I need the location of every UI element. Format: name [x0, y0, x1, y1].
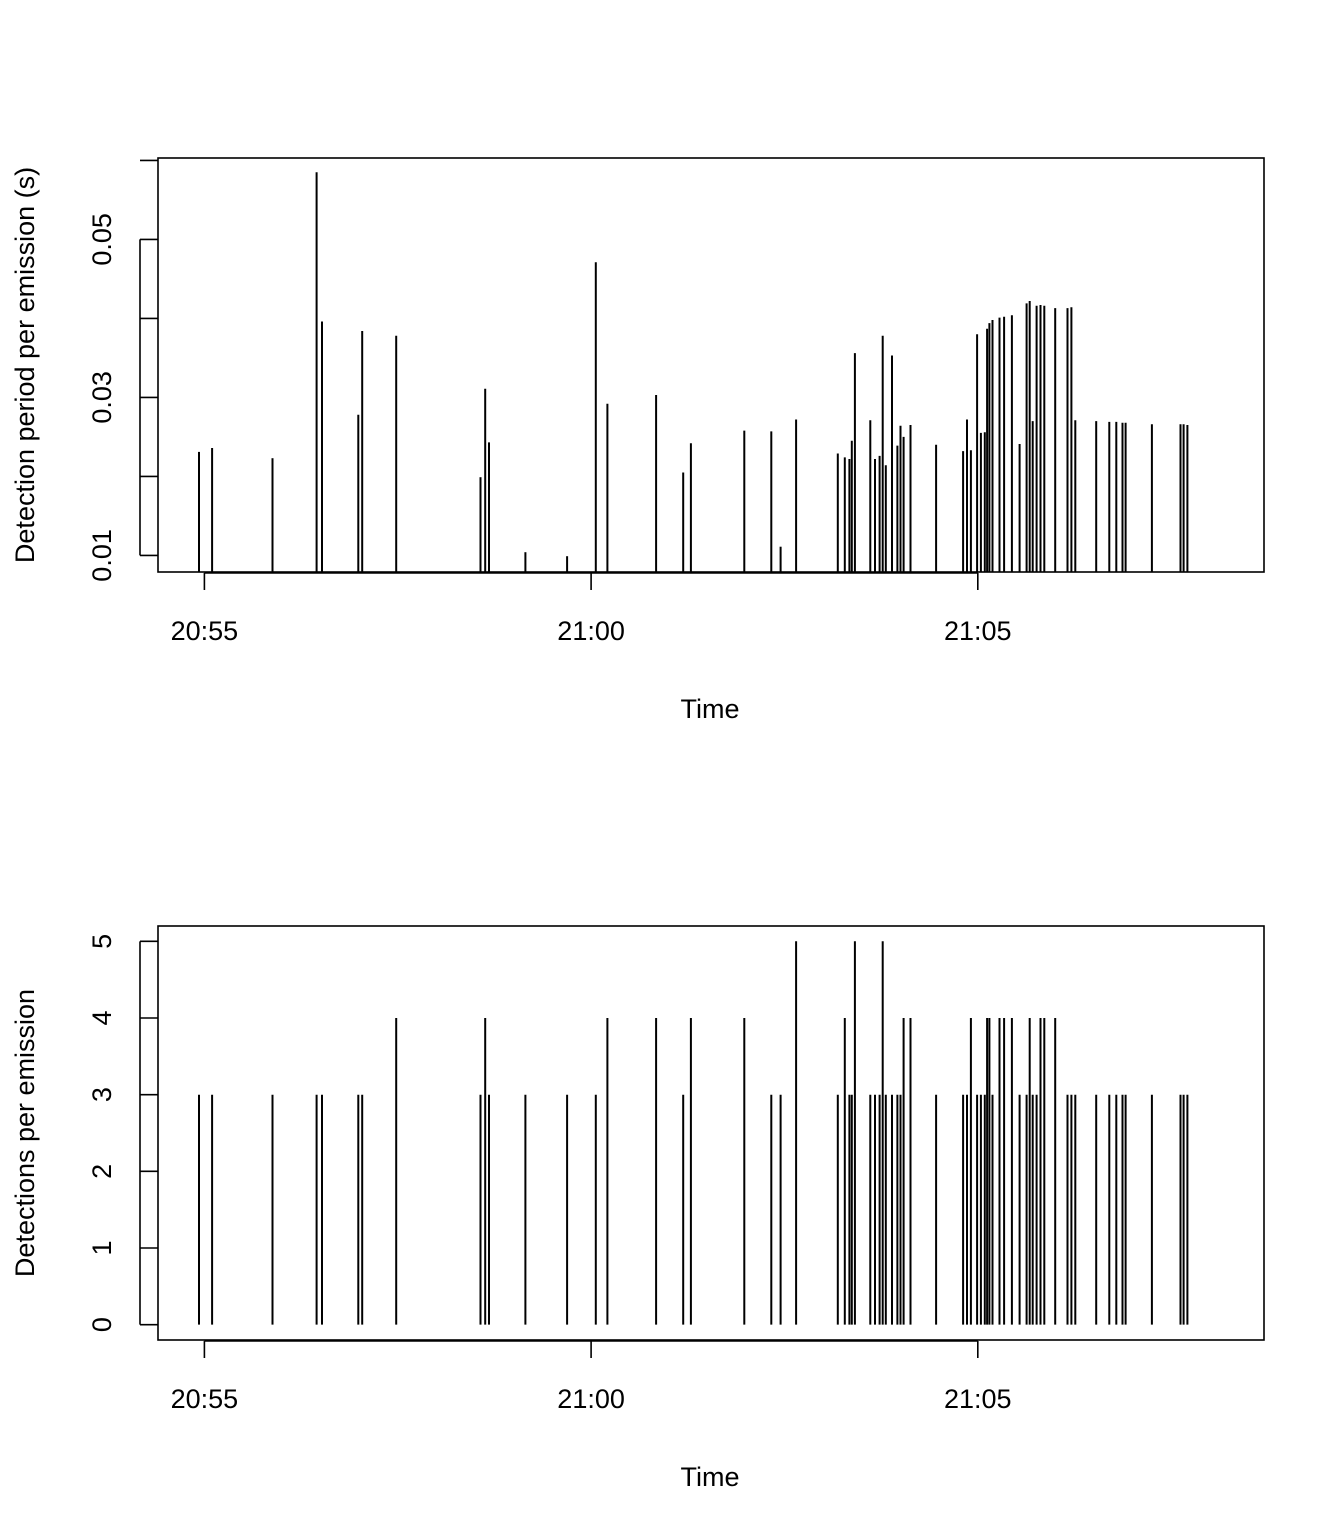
plot-frame-bottom — [157, 925, 1265, 1341]
x-tick-label-0: 20:55 — [171, 1384, 239, 1414]
panel-detection-period: 0.01 0.03 0.05 20:55 21:00 21:05 Time Detect… — [10, 157, 1265, 724]
y-tick-label-3: 3 — [87, 1087, 117, 1102]
x-axis-label-top: Time — [681, 694, 740, 724]
y-tick-label-4: 4 — [87, 1010, 117, 1025]
y-tick-label-2: 0.05 — [87, 213, 117, 266]
x-tick-label-2: 21:05 — [944, 1384, 1012, 1414]
y-tick-label-1: 1 — [87, 1240, 117, 1255]
y-tick-label-0: 0 — [87, 1317, 117, 1332]
x-axis-bottom: 20:55 21:00 21:05 — [171, 1340, 1012, 1414]
y-tick-label-5: 5 — [87, 934, 117, 949]
panel-detections-count: 0 1 2 3 4 5 20:55 21:00 21:05 Time Detections p… — [10, 925, 1265, 1492]
y-tick-label-2: 2 — [87, 1164, 117, 1179]
x-tick-label-2: 21:05 — [944, 616, 1012, 646]
y-axis-label-bottom: Detections per emission — [10, 989, 40, 1277]
bars-top — [198, 172, 1189, 572]
x-tick-label-1: 21:00 — [557, 1384, 625, 1414]
y-axis-label-top: Detection period per emission (s) — [10, 167, 40, 563]
x-axis-label-bottom: Time — [681, 1462, 740, 1492]
plot-frame-top — [157, 157, 1265, 573]
y-axis-top: 0.01 0.03 0.05 — [87, 159, 158, 582]
x-axis-top: 20:55 21:00 21:05 — [171, 572, 1012, 646]
bars-bottom — [198, 941, 1189, 1325]
y-tick-label-0: 0.01 — [87, 529, 117, 582]
x-tick-label-1: 21:00 — [557, 616, 625, 646]
y-axis-bottom: 0 1 2 3 4 5 — [87, 934, 158, 1332]
x-tick-label-0: 20:55 — [171, 616, 239, 646]
y-tick-label-1: 0.03 — [87, 371, 117, 424]
